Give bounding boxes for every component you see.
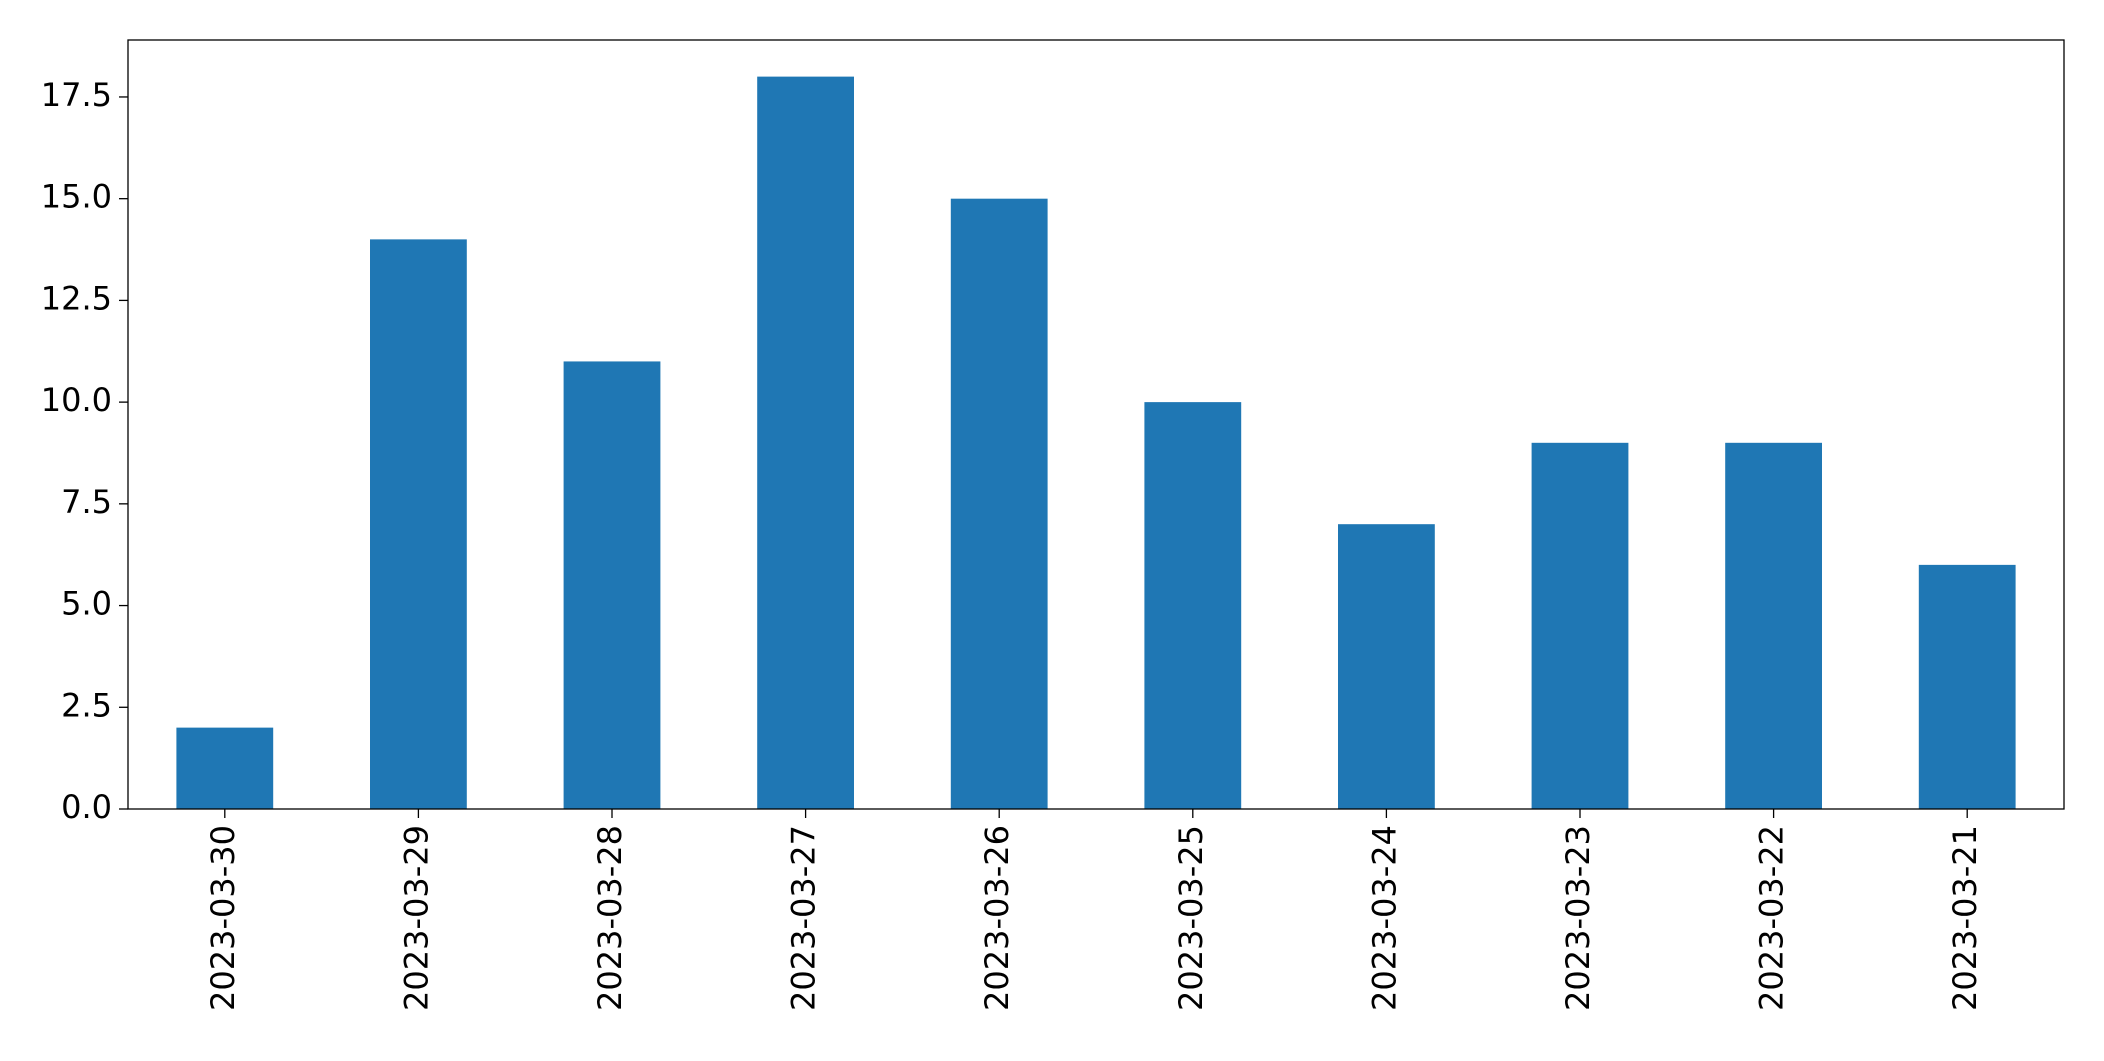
x-tick-label: 2023-03-22 [1753, 825, 1791, 1011]
y-tick-label: 17.5 [41, 76, 112, 114]
plot-frame [127, 39, 2065, 810]
x-tick-label: 2023-03-21 [1946, 825, 1984, 1011]
y-tick-label: 0.0 [61, 788, 112, 826]
bar [370, 239, 467, 810]
bar [757, 76, 854, 810]
bar [1144, 402, 1242, 809]
x-tick-label: 2023-03-25 [1172, 825, 1210, 1011]
x-tick-label: 2023-03-30 [204, 825, 242, 1011]
y-tick-label: 7.5 [61, 483, 112, 521]
y-tick-label: 12.5 [41, 279, 112, 317]
x-tick-label: 2023-03-24 [1365, 825, 1403, 1011]
x-tick-label: 2023-03-29 [397, 825, 435, 1011]
bar [1725, 442, 1822, 809]
y-tick-label: 15.0 [41, 178, 112, 216]
y-tick-label: 10.0 [41, 381, 112, 419]
bar [1531, 442, 1629, 809]
bar [1918, 564, 2016, 809]
bar [1338, 524, 1435, 809]
x-tick-label: 2023-03-28 [591, 825, 629, 1011]
y-tick-label: 5.0 [61, 585, 112, 623]
x-tick-label: 2023-03-27 [785, 825, 823, 1011]
x-tick-label: 2023-03-23 [1559, 825, 1597, 1011]
bar [176, 727, 274, 809]
bar [563, 361, 661, 809]
y-tick-label: 2.5 [61, 686, 112, 724]
bar [950, 198, 1048, 809]
x-tick-label: 2023-03-26 [978, 825, 1016, 1011]
